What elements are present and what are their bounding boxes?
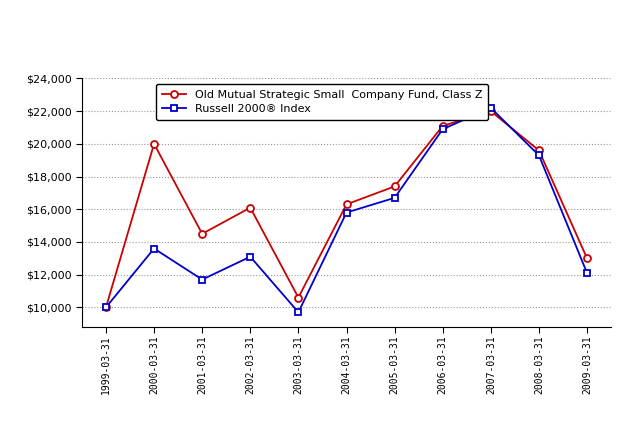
Russell 2000® Index (391, 195, 398, 201)
Russell 2000® Index (295, 310, 302, 315)
Russell 2000® Index (439, 126, 447, 132)
Russell 2000® Index (151, 246, 158, 251)
Russell 2000® Index (246, 254, 254, 259)
Old Mutual Strategic Small  Company Fund, Class Z (246, 205, 254, 210)
Old Mutual Strategic Small  Company Fund, Class Z (487, 109, 495, 114)
Old Mutual Strategic Small  Company Fund, Class Z (151, 141, 158, 146)
Old Mutual Strategic Small  Company Fund, Class Z (391, 184, 398, 189)
Old Mutual Strategic Small  Company Fund, Class Z (343, 202, 350, 207)
Russell 2000® Index (198, 277, 206, 282)
Legend: Old Mutual Strategic Small  Company Fund, Class Z, Russell 2000® Index: Old Mutual Strategic Small Company Fund,… (156, 84, 488, 120)
Line: Old Mutual Strategic Small  Company Fund, Class Z: Old Mutual Strategic Small Company Fund,… (103, 108, 590, 311)
Old Mutual Strategic Small  Company Fund, Class Z (535, 148, 542, 153)
Old Mutual Strategic Small  Company Fund, Class Z (439, 123, 447, 129)
Old Mutual Strategic Small  Company Fund, Class Z (102, 305, 110, 310)
Russell 2000® Index (343, 210, 350, 215)
Old Mutual Strategic Small  Company Fund, Class Z (583, 255, 591, 261)
Old Mutual Strategic Small  Company Fund, Class Z (198, 231, 206, 236)
Russell 2000® Index (535, 153, 542, 158)
Russell 2000® Index (583, 270, 591, 276)
Russell 2000® Index (487, 105, 495, 110)
Old Mutual Strategic Small  Company Fund, Class Z (295, 295, 302, 300)
Russell 2000® Index (102, 305, 110, 310)
Line: Russell 2000® Index: Russell 2000® Index (103, 105, 590, 316)
